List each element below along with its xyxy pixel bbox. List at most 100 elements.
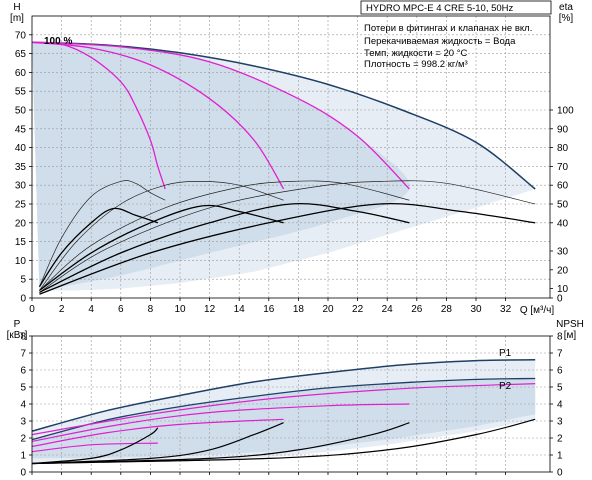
p-tick-label: 5 [20, 383, 26, 394]
p-tick-label: 2 [20, 434, 26, 445]
npsh-curve-npsh_1 [31, 427, 159, 465]
eta-tick-label: 60 [557, 181, 569, 192]
p-tick-label: 0 [20, 468, 26, 479]
x-tick-label: 18 [293, 304, 305, 315]
x-tick-label: 16 [263, 304, 275, 315]
eta-tick-label: 100 [557, 106, 574, 117]
top-plot-grid [32, 16, 550, 298]
x-tick-label: 14 [234, 304, 246, 315]
h-tick-label: 45 [15, 124, 27, 135]
qh-curve-qh_3 [39, 203, 410, 293]
x-tick-label: 22 [352, 304, 364, 315]
pink-curve-system_2pump [31, 41, 285, 190]
p2-label: P2 [499, 381, 512, 392]
power-pink-p_pink_3 [31, 403, 410, 442]
npsh-tick-label: 5 [557, 383, 563, 394]
x-tick-label: 20 [322, 304, 334, 315]
eta-tick-label: 0 [557, 294, 563, 305]
power-pink-p_pink_4 [31, 383, 536, 436]
top-left-axis-label: H [m] [10, 2, 24, 24]
x-tick-label: 30 [470, 304, 482, 315]
pink-curve-system_3pump [31, 41, 410, 190]
npsh-tick-label: 6 [557, 366, 563, 377]
eta-tick-label: 90 [557, 124, 569, 135]
chart-title: HYDRO MPC-E 4 CRE 5-10, 50Hz [366, 3, 514, 14]
bottom-plot-background [32, 336, 550, 472]
x-tick-label: 12 [204, 304, 216, 315]
p-tick-label: 1 [20, 451, 26, 462]
bottom-plot-curves [31, 359, 536, 465]
efficiency-curve-eta_2 [39, 181, 284, 291]
h-tick-label: 15 [15, 237, 27, 248]
x-tick-label: 24 [382, 304, 394, 315]
p-tick-label: 4 [20, 400, 26, 411]
h-tick-label: 20 [15, 218, 27, 229]
npsh-curve-npsh_4 [31, 418, 536, 465]
info-line-1: Потери в фитингах и клапанах не вкл. [364, 23, 532, 34]
npsh-tick-label: 7 [557, 349, 563, 360]
p-tick-label: 6 [20, 366, 26, 377]
x-tick-label: 8 [148, 304, 154, 315]
x-tick-label: 0 [29, 304, 35, 315]
h-tick-label: 0 [20, 294, 26, 305]
p-tick-label: 7 [20, 349, 26, 360]
top-plot-background [32, 16, 550, 298]
info-line-3: Темп. жидкости = 20 °C [364, 48, 467, 59]
npsh-curve-npsh_2 [31, 422, 284, 465]
bottom-right-axis-label: NPSH [м] [556, 319, 584, 341]
h-tick-label: 40 [15, 143, 27, 154]
p2-curve [31, 377, 536, 441]
top-right-axis-label: eta [%] [559, 2, 574, 24]
npsh-tick-label: 8 [557, 332, 563, 343]
speed-label: 100 % [44, 36, 72, 47]
qh-curve-qh_1 [38, 207, 159, 288]
top-plot-axes: 0 2 4 6 8 10 12 14 16 18 20 22 24 26 28 30 3205101520253… [15, 15, 574, 315]
p-tick-label: 8 [20, 332, 26, 343]
x-tick-label: 32 [500, 304, 512, 315]
p1-label: P1 [499, 348, 512, 359]
npsh-tick-label: 2 [557, 434, 563, 445]
efficiency-curve-eta_4 [39, 180, 536, 293]
npsh-tick-label: 1 [557, 451, 563, 462]
x-tick-label: 10 [174, 304, 186, 315]
top-plot-frame [31, 15, 551, 299]
eta-tick-label: 80 [557, 143, 569, 154]
power-pink-p_pink_1 [31, 442, 158, 453]
power-area-inner [32, 378, 536, 459]
eta-tick-label: 40 [557, 218, 569, 229]
eta-tick-label: 70 [557, 162, 569, 173]
h-tick-label: 65 [15, 49, 27, 60]
h-tick-label: 60 [15, 68, 27, 79]
npsh-tick-label: 3 [557, 417, 563, 428]
x-tick-label: 2 [59, 304, 65, 315]
title-box [360, 0, 552, 15]
eta-tick-label: 50 [557, 200, 569, 211]
x-tick-label: 6 [118, 304, 124, 315]
efficiency-curve-eta_1 [39, 180, 166, 287]
info-line-4: Плотность = 998.2 кг/м³ [364, 59, 468, 70]
npsh-tick-label: 0 [557, 468, 563, 479]
qh-curve-qh_2 [39, 204, 284, 292]
info-line-2: Перекачиваемая жидкость = Вода [364, 36, 516, 47]
p-tick-label: 3 [20, 417, 26, 428]
top-plot-curves [31, 41, 536, 295]
h-tick-label: 10 [15, 256, 27, 267]
eta-tick-label: 10 [557, 284, 569, 295]
p1-curve [31, 359, 536, 432]
h-tick-label: 25 [15, 200, 27, 211]
eta-tick-label: 30 [557, 247, 569, 258]
top-x-axis-label: Q [м³/ч] [520, 305, 555, 316]
h-tick-label: 50 [15, 106, 27, 117]
eta-tick-label: 20 [557, 265, 569, 276]
bottom-plot-axes: 0 0 1 1 2 2 3 3 4 4 5 5 6 6 7 7 8 8 [20, 332, 563, 479]
npsh-tick-label: 4 [557, 400, 563, 411]
h-tick-label: 70 [15, 30, 27, 41]
x-tick-label: 28 [441, 304, 453, 315]
qh-curve-qh_4 [39, 203, 536, 295]
h-tick-label: 55 [15, 87, 27, 98]
h-tick-label: 30 [15, 181, 27, 192]
x-tick-label: 26 [411, 304, 423, 315]
power-pink-p_pink_2 [31, 418, 284, 448]
